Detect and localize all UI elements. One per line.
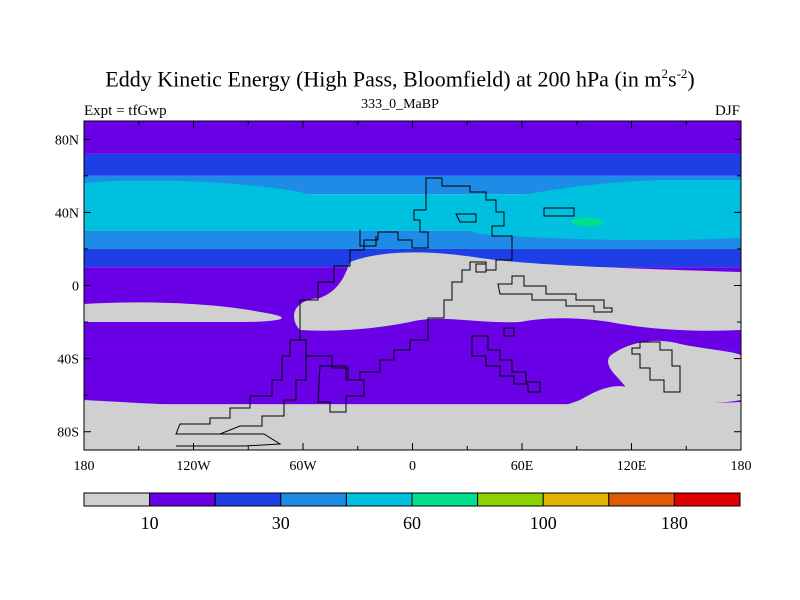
colorbar-swatch-0: [83, 492, 151, 507]
plot-field: [84, 121, 741, 450]
jet-max-asia: [570, 217, 604, 227]
y-axis: 80N 40N 0 40S 80S: [55, 133, 741, 441]
x-tick-label-4: 60E: [511, 459, 534, 474]
chart-title: Eddy Kinetic Energy (High Pass, Bloomfie…: [105, 66, 695, 92]
colorbar-label-2: 60: [403, 513, 421, 533]
season-label: DJF: [714, 103, 740, 119]
colorbar-swatch-5: [411, 492, 479, 507]
colorbar-swatch-1: [149, 492, 216, 507]
y-tick-label-2: 0: [72, 280, 79, 295]
x-axis: 180 120W 60W 0 60E 120E 180: [74, 121, 752, 474]
colorbar-swatch-8: [608, 492, 675, 507]
y-tick-label-1: 40N: [55, 206, 79, 221]
tropical-low-ek-land: [294, 252, 741, 331]
colorbar-swatch-6: [477, 492, 544, 507]
experiment-label: Expt = tfGwp: [84, 103, 167, 119]
chart-subtitle: 333_0_MaBP: [361, 97, 439, 112]
colorbar-label-0: 10: [141, 513, 159, 533]
y-tick-label-0: 80N: [55, 133, 79, 148]
colorbar-label-3: 100: [530, 513, 557, 533]
x-tick-label-3: 0: [409, 459, 416, 474]
colorbar-swatch-3: [280, 492, 347, 507]
jet-core-north-atlantic: [84, 180, 323, 228]
coastlines: [175, 177, 681, 447]
colorbar-swatch-4: [345, 492, 413, 507]
x-tick-label-1: 120W: [176, 459, 211, 474]
x-tick-label-6: 180: [731, 459, 752, 474]
colorbar-swatch-7: [542, 492, 610, 507]
colorbar-label-4: 180: [661, 513, 688, 533]
y-tick-label-4: 80S: [57, 426, 79, 441]
x-tick-label-0: 180: [74, 459, 95, 474]
band-1: [84, 153, 741, 176]
jet-core-pacific: [461, 180, 741, 241]
x-tick-label-5: 120E: [617, 459, 647, 474]
colorbar-label-1: 30: [272, 513, 290, 533]
colorbar-swatch-2: [214, 492, 282, 507]
colorbar-swatch-9: [673, 492, 741, 507]
y-tick-label-3: 40S: [57, 353, 79, 368]
colorbar: 10 30 60 100 180: [83, 492, 741, 533]
tropical-low-ek-west: [84, 302, 282, 322]
x-tick-label-2: 60W: [289, 459, 317, 474]
subtropical-gap-south: [607, 340, 741, 404]
